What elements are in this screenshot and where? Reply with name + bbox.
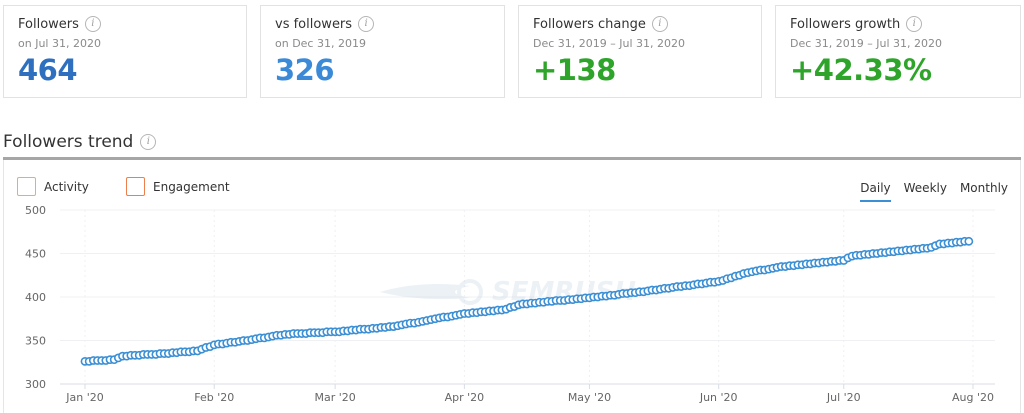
svg-text:Feb '20: Feb '20 xyxy=(194,391,234,404)
card-followers-growth: Followers growth i Dec 31, 2019 – Jul 31,… xyxy=(775,5,1021,98)
chart-grid xyxy=(60,209,995,389)
tab-daily[interactable]: Daily xyxy=(860,181,892,202)
x-axis: Jan '20 Feb '20 Mar '20 Apr '20 May '20 Jun '… xyxy=(65,391,994,404)
svg-text:450: 450 xyxy=(25,248,46,261)
card-value: 464 xyxy=(18,53,78,87)
followers-series xyxy=(80,236,974,366)
semrush-watermark: SEMRUSH xyxy=(380,277,636,307)
info-icon[interactable]: i xyxy=(906,16,923,32)
card-subtitle: Dec 31, 2019 – Jul 31, 2020 xyxy=(533,37,686,50)
card-title: vs followers xyxy=(275,16,353,32)
chart-panel xyxy=(3,160,1021,413)
card-followers: Followers i on Jul 31, 2020 464 xyxy=(3,5,247,98)
svg-text:350: 350 xyxy=(25,335,46,348)
y-axis: 300 350 400 450 500 xyxy=(25,204,46,391)
section-title: Followers trend i xyxy=(3,132,157,152)
activity-checkbox[interactable] xyxy=(17,177,36,196)
card-vs-followers: vs followers i on Dec 31, 2019 326 xyxy=(260,5,505,98)
card-title: Followers xyxy=(18,16,79,32)
svg-text:400: 400 xyxy=(25,291,46,304)
card-value: 326 xyxy=(275,53,335,87)
tab-monthly[interactable]: Monthly xyxy=(959,181,1008,195)
tab-weekly[interactable]: Weekly xyxy=(903,181,947,195)
info-icon[interactable]: i xyxy=(84,16,101,32)
svg-text:Apr '20: Apr '20 xyxy=(445,391,485,404)
legend-activity-toggle[interactable]: Activity xyxy=(17,177,89,196)
svg-text:500: 500 xyxy=(25,204,46,217)
info-icon[interactable]: i xyxy=(358,16,375,32)
card-title: Followers change xyxy=(533,16,646,32)
card-value: +42.33% xyxy=(790,53,932,87)
granularity-tabs: Daily Weekly Monthly xyxy=(860,181,1008,202)
card-title: Followers growth xyxy=(790,16,901,32)
card-subtitle: on Jul 31, 2020 xyxy=(18,37,101,50)
svg-text:Aug '20: Aug '20 xyxy=(952,391,994,404)
card-subtitle: Dec 31, 2019 – Jul 31, 2020 xyxy=(790,37,943,50)
svg-text:Jan '20: Jan '20 xyxy=(65,391,103,404)
summary-cards: Followers i on Jul 31, 2020 464 vs follow… xyxy=(3,5,1021,98)
info-icon[interactable]: i xyxy=(651,16,668,32)
card-value: +138 xyxy=(533,53,616,87)
info-icon[interactable]: i xyxy=(140,134,157,150)
section-divider xyxy=(3,157,1021,160)
followers-trend-chart[interactable]: SEMRUSH 300 350 400 450 500 Jan '20 Feb '20 Ma… xyxy=(0,195,1024,413)
svg-text:Mar '20: Mar '20 xyxy=(315,391,356,404)
legend-label: Activity xyxy=(44,179,89,194)
svg-text:Jul '20: Jul '20 xyxy=(826,391,861,404)
followers-trend-heading: Followers trend xyxy=(3,132,134,152)
svg-text:May '20: May '20 xyxy=(568,391,611,404)
svg-text:Jun '20: Jun '20 xyxy=(699,391,738,404)
engagement-checkbox[interactable] xyxy=(126,177,145,196)
svg-text:300: 300 xyxy=(25,378,46,391)
card-followers-change: Followers change i Dec 31, 2019 – Jul 31,… xyxy=(518,5,762,98)
legend-engagement-toggle[interactable]: Engagement xyxy=(126,177,230,196)
card-subtitle: on Dec 31, 2019 xyxy=(275,37,366,50)
legend-label: Engagement xyxy=(153,179,230,194)
